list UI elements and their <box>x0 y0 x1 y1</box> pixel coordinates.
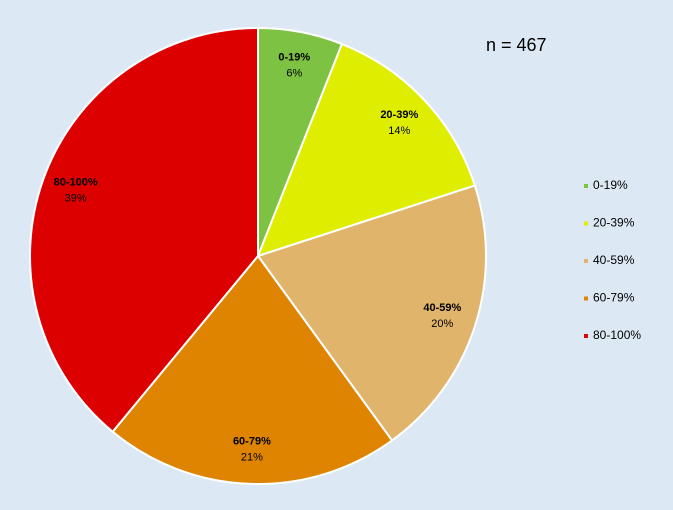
slice-category-label: 80-100% <box>54 176 98 188</box>
legend-label: 0-19% <box>593 178 628 192</box>
pie-slice <box>111 254 394 485</box>
slice-category-label: 20-39% <box>380 109 418 121</box>
legend-swatch <box>584 184 588 188</box>
slice-value-label: 14% <box>388 125 410 137</box>
legend-label: 80-100% <box>593 328 641 342</box>
legend-swatch <box>584 296 588 301</box>
legend-swatch <box>584 334 588 338</box>
slice-category-label: 0-19% <box>278 52 310 64</box>
legend-label: 20-39% <box>593 216 635 230</box>
slice-value-label: 39% <box>65 192 87 204</box>
slice-category-label: 60-79% <box>233 436 271 448</box>
legend-label: 40-59% <box>593 253 635 267</box>
legend-label: 60-79% <box>593 291 635 305</box>
pie-slice <box>256 184 487 442</box>
legend-swatch <box>584 259 588 263</box>
pie-slice <box>29 26 259 434</box>
slice-value-label: 6% <box>286 68 302 80</box>
slice-value-label: 21% <box>241 452 263 464</box>
slice-value-label: 20% <box>431 318 453 330</box>
slice-category-label: 40-59% <box>423 302 461 314</box>
legend-swatch <box>584 221 588 226</box>
annotation: n = 467 <box>486 35 547 55</box>
